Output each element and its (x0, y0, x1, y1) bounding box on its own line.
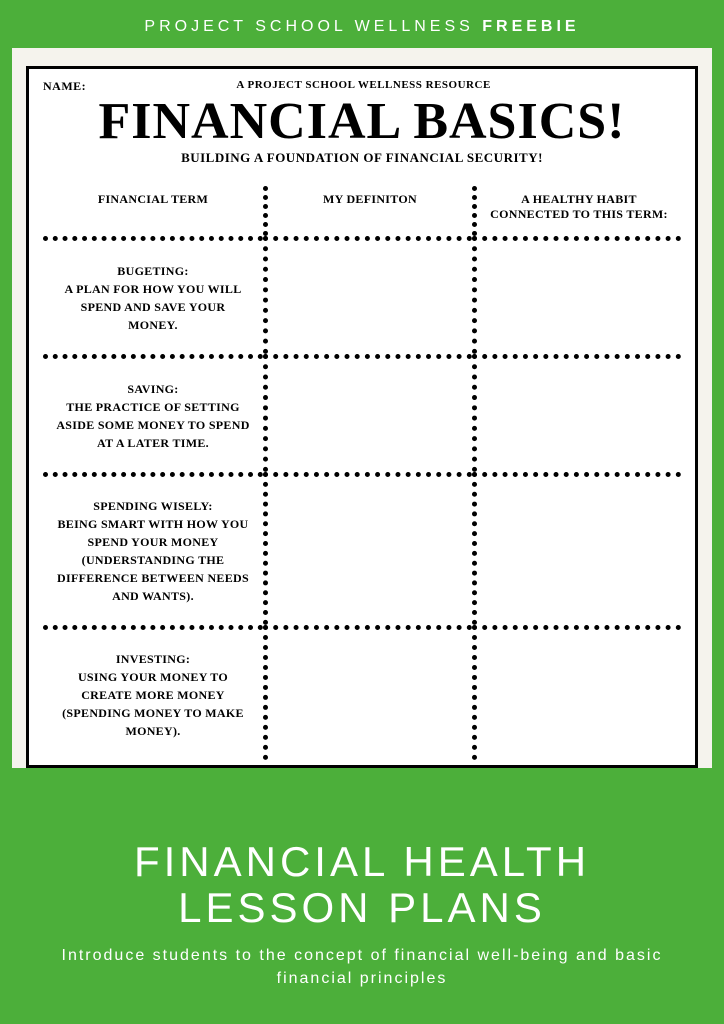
definition-cell-2[interactable] (263, 472, 472, 625)
column-header-term: FINANCIAL TERM (43, 186, 263, 236)
definition-cell-0[interactable] (263, 236, 472, 354)
worksheet-header: NAME: A PROJECT SCHOOL WELLNESS RESOURCE (43, 79, 681, 94)
worksheet-container: NAME: A PROJECT SCHOOL WELLNESS RESOURCE… (12, 48, 712, 768)
top-banner: PROJECT SCHOOL WELLNESS FREEBIE (0, 0, 724, 48)
habit-cell-2[interactable] (472, 472, 681, 625)
term-cell-1: SAVING: THE PRACTICE OF SETTING ASIDE SO… (43, 354, 263, 472)
bottom-subtitle: Introduce students to the concept of fin… (30, 945, 694, 990)
term-title: INVESTING: (55, 650, 251, 668)
term-cell-2: SPENDING WISELY: BEING SMART WITH HOW YO… (43, 472, 263, 625)
term-title: SPENDING WISELY: (55, 497, 251, 515)
term-cell-0: BUGETING: A PLAN FOR HOW YOU WILL SPEND … (43, 236, 263, 354)
name-label: NAME: (43, 79, 86, 94)
bottom-banner: FINANCIAL HEALTH LESSON PLANS Introduce … (0, 811, 724, 1024)
worksheet-subtitle: BUILDING A FOUNDATION OF FINANCIAL SECUR… (43, 150, 681, 166)
bottom-title-line1: FINANCIAL HEALTH (30, 839, 694, 885)
term-def: BEING SMART WITH HOW YOU SPEND YOUR MONE… (55, 515, 251, 605)
habit-cell-0[interactable] (472, 236, 681, 354)
worksheet-grid: FINANCIAL TERM MY DEFINITON A HEALTHY HA… (43, 186, 681, 760)
term-def: THE PRACTICE OF SETTING ASIDE SOME MONEY… (55, 398, 251, 452)
column-header-habit: A HEALTHY HABIT CONNECTED TO THIS TERM: (472, 186, 681, 236)
bottom-title-line2: LESSON PLANS (30, 885, 694, 931)
habit-cell-1[interactable] (472, 354, 681, 472)
definition-cell-3[interactable] (263, 625, 472, 760)
term-cell-3: INVESTING: USING YOUR MONEY TO CREATE MO… (43, 625, 263, 760)
column-header-definition: MY DEFINITON (263, 186, 472, 236)
term-title: SAVING: (55, 380, 251, 398)
term-title: BUGETING: (55, 262, 251, 280)
resource-label: A PROJECT SCHOOL WELLNESS RESOURCE (236, 79, 490, 94)
term-def: A PLAN FOR HOW YOU WILL SPEND AND SAVE Y… (55, 280, 251, 334)
worksheet-title: FINANCIAL BASICS! (43, 96, 681, 148)
definition-cell-1[interactable] (263, 354, 472, 472)
top-banner-bold: FREEBIE (482, 18, 579, 35)
habit-cell-3[interactable] (472, 625, 681, 760)
top-banner-prefix: PROJECT SCHOOL WELLNESS (144, 18, 482, 35)
term-def: USING YOUR MONEY TO CREATE MORE MONEY (S… (55, 668, 251, 740)
worksheet: NAME: A PROJECT SCHOOL WELLNESS RESOURCE… (26, 66, 698, 768)
